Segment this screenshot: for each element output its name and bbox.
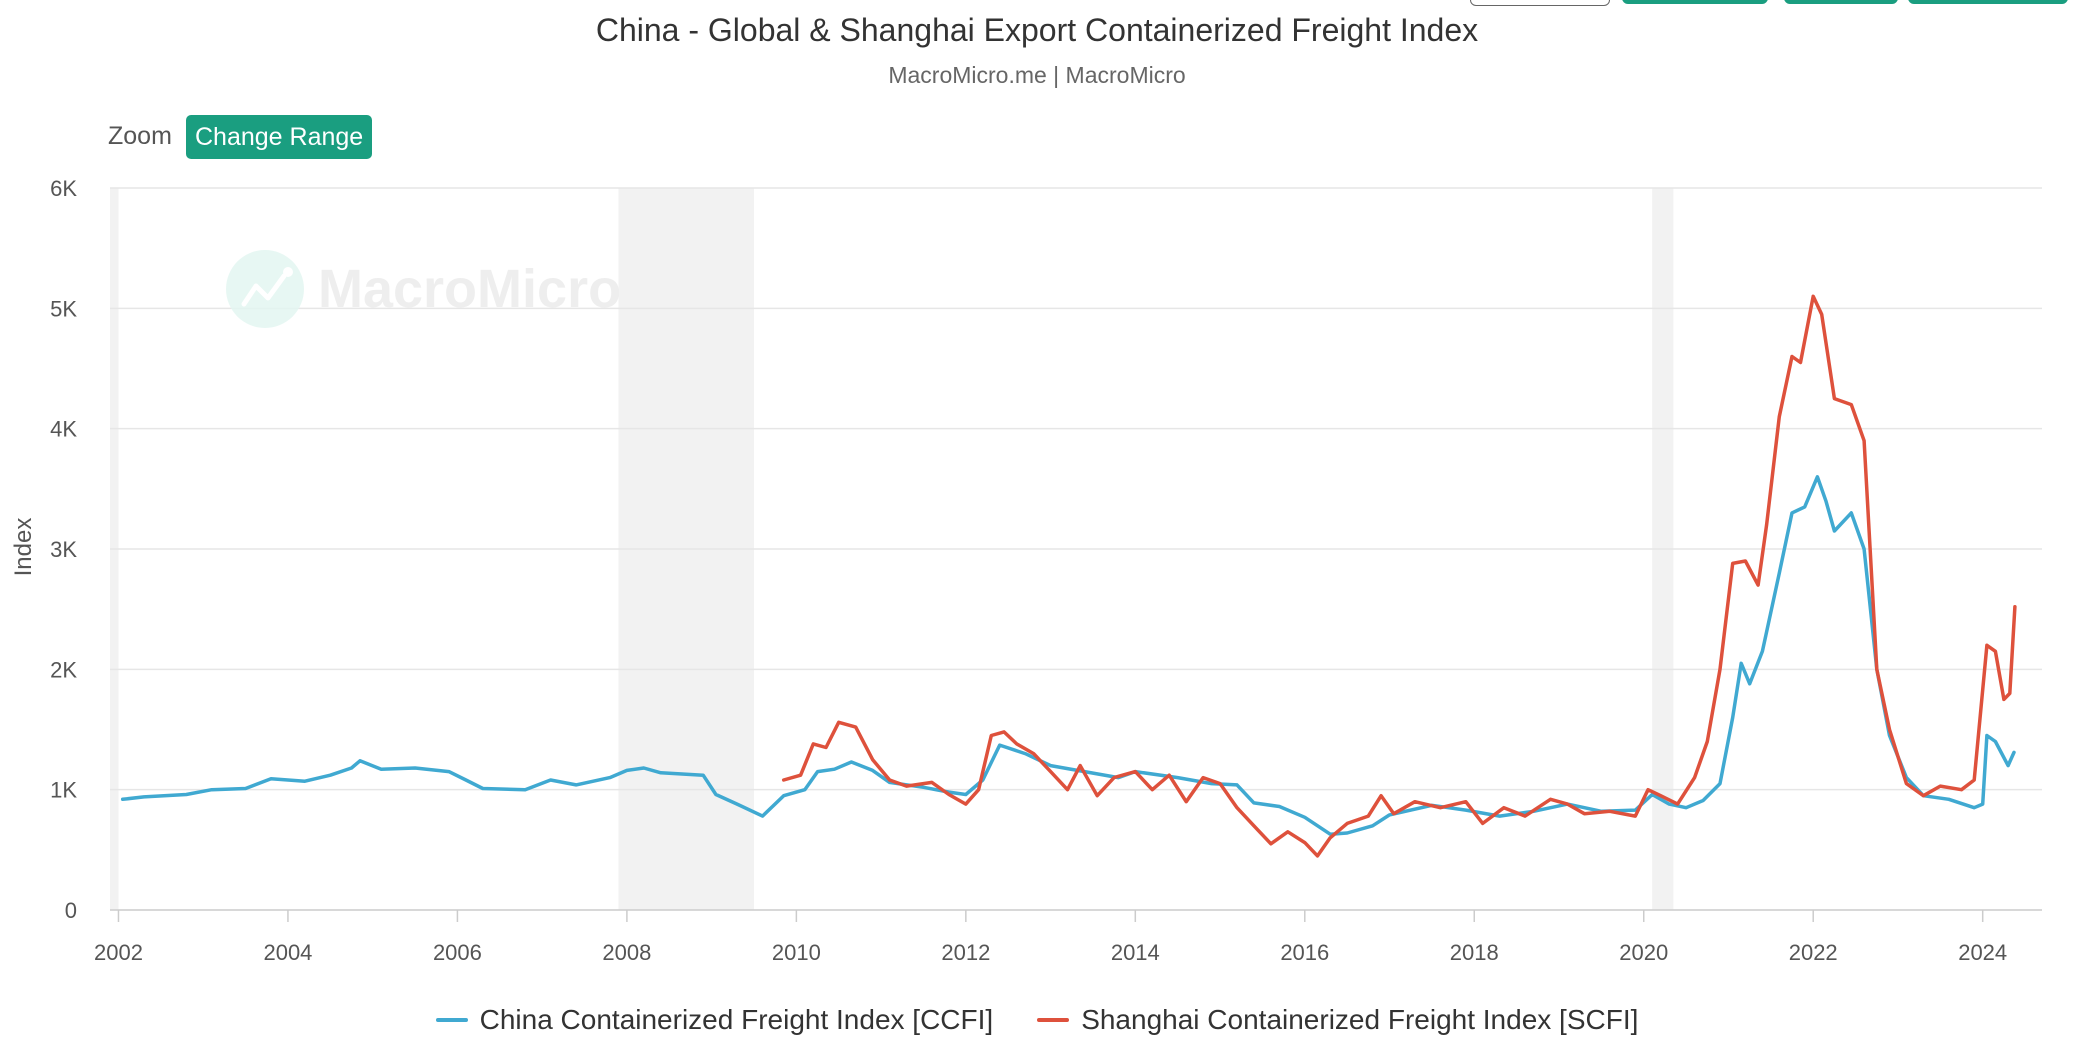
x-tick-label: 2024: [1958, 940, 2007, 965]
y-tick-label: 3K: [50, 537, 77, 562]
y-tick-label: 2K: [50, 657, 77, 682]
legend-swatch-scfi: [1037, 1018, 1070, 1022]
y-tick-label: 1K: [50, 778, 77, 803]
macromicro-logo-icon: [226, 250, 304, 328]
y-tick-label: 5K: [50, 296, 77, 321]
change-range-button[interactable]: Change Range: [186, 115, 373, 159]
x-tick-label: 2018: [1450, 940, 1499, 965]
x-tick-label: 2022: [1789, 940, 1838, 965]
scfi-line: [781, 294, 2017, 858]
legend-item-ccfi[interactable]: China Containerized Freight Index [CCFI]: [435, 1004, 994, 1036]
x-tick-label: 2014: [1111, 940, 1160, 965]
x-tick-label: 2008: [602, 940, 651, 965]
toolbar-button-2[interactable]: [1784, 0, 1898, 4]
legend-item-scfi[interactable]: Shanghai Containerized Freight Index [SC…: [1037, 1004, 1638, 1036]
legend-label-ccfi: China Containerized Freight Index [CCFI]: [479, 1004, 994, 1035]
toolbar-button-3[interactable]: [1908, 0, 2068, 4]
x-tick-label: 2010: [772, 940, 821, 965]
watermark-text: MacroMicro: [318, 259, 621, 319]
ccfi-line: [120, 475, 2016, 836]
y-tick-label: 6K: [50, 176, 77, 201]
x-tick-label: 2012: [941, 940, 990, 965]
y-axis: 0 1K 2K 3K 4K 5K 6K: [50, 176, 77, 923]
chart-title: China - Global & Shanghai Export Contain…: [595, 12, 1479, 48]
x-tick-label: 2020: [1619, 940, 1668, 965]
zoom-label: Zoom: [108, 122, 172, 150]
x-axis: 2002 2004 2006 2008 2010 2012 2014 2016 2018 2020…: [94, 910, 2007, 965]
legend: China Containerized Freight Index [CCFI]…: [0, 1004, 2074, 1036]
x-tick-label: 2002: [94, 940, 143, 965]
y-tick-label: 0: [65, 898, 77, 923]
chart-subtitle: MacroMicro.me | MacroMicro: [888, 62, 1186, 88]
toolbar-button-1[interactable]: [1622, 0, 1768, 4]
series-lines: [120, 294, 2017, 858]
y-axis-label: Index: [10, 518, 37, 577]
x-tick-label: 2006: [433, 940, 482, 965]
x-tick-label: 2004: [263, 940, 312, 965]
watermark: MacroMicro: [226, 250, 621, 328]
y-tick-label: 4K: [50, 417, 77, 442]
x-tick-label: 2016: [1280, 940, 1329, 965]
legend-swatch-ccfi: [435, 1018, 468, 1022]
legend-label-scfi: Shanghai Containerized Freight Index [SC…: [1081, 1004, 1639, 1035]
